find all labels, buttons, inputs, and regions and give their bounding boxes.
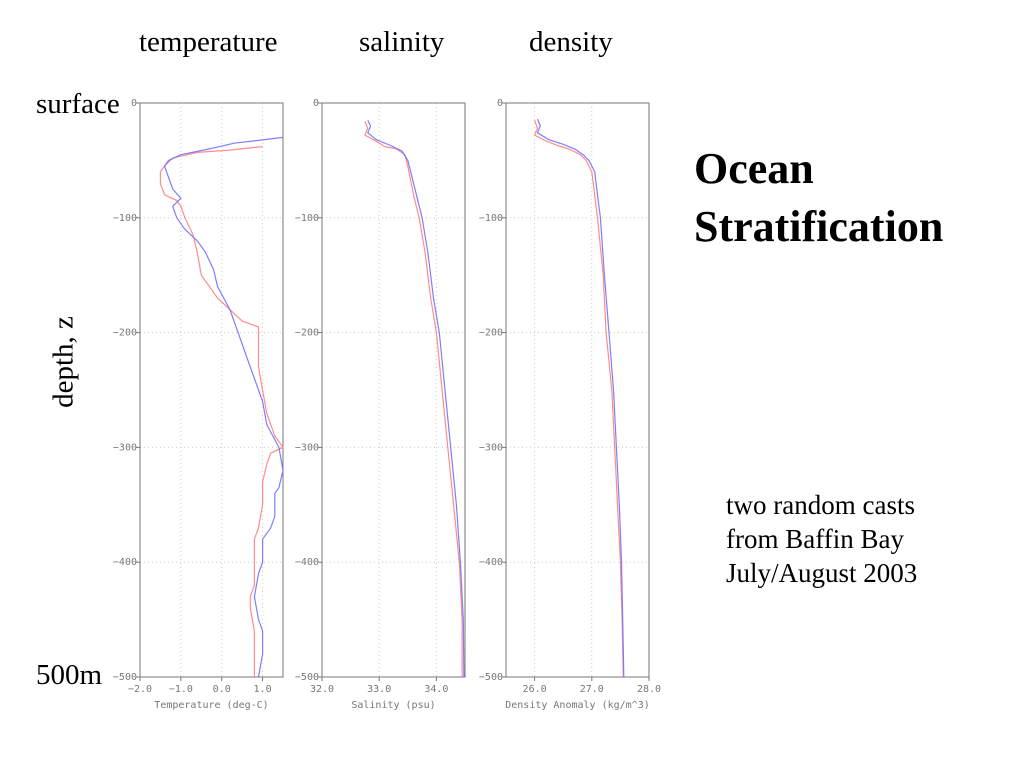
temperature-x-axis-title: Temperature (deg-C): [154, 700, 268, 711]
density-chart: 0 −100 −200 −300 −400 −500 26.0 27.0 28.0 Density…: [479, 98, 661, 711]
salinity-plot-frame: [321, 102, 466, 678]
temperature-y-tick-label: −200: [113, 328, 137, 339]
density-x-axis-title: Density Anomaly (kg/m^3): [505, 700, 650, 711]
temperature-y-tick-label: 0: [131, 98, 137, 109]
temperature-y-tick-label: −300: [113, 442, 137, 453]
surface-label: surface: [36, 88, 120, 120]
density-y-tick-label: 0: [497, 98, 503, 109]
temperature-chart: 0 −100 −200 −300 −400 −500−2.0 −1.0 0.0 1.0 Tempe…: [113, 98, 284, 711]
temperature-x-tick-label: −1.0: [169, 684, 193, 695]
temperature-y-tick-label: −100: [113, 213, 137, 224]
salinity-x-tick-label: 33.0: [367, 684, 391, 695]
density-x-tick-label: 27.0: [580, 684, 604, 695]
salinity-y-tick-label: −500: [295, 672, 319, 683]
temperature-x-tick-label: 1.0: [254, 684, 272, 695]
density-y-tick-label: −100: [479, 213, 503, 224]
salinity-y-tick-label: −200: [295, 328, 319, 339]
salinity-x-axis-title: Salinity (psu): [351, 700, 435, 711]
title-line-1: Ocean: [694, 144, 814, 193]
temperature-heading: temperature: [139, 26, 278, 58]
salinity-x-tick-label: 32.0: [310, 684, 334, 695]
density-y-tick-label: −400: [479, 557, 503, 568]
salinity-y-tick-label: −400: [295, 557, 319, 568]
source-note: two random casts from Baffin Bay July/Au…: [726, 488, 917, 590]
note-line-3: July/August 2003: [726, 558, 918, 588]
density-cast-1-line: [533, 119, 624, 678]
temperature-y-tick-label: −400: [113, 557, 137, 568]
title-line-2: Stratification: [694, 202, 944, 251]
salinity-x-tick-label: 34.0: [424, 684, 448, 695]
temperature-plot-frame: [139, 102, 284, 678]
density-x-tick-label: 26.0: [523, 684, 547, 695]
salinity-y-tick-label: 0: [313, 98, 319, 109]
density-y-tick-label: −300: [479, 442, 503, 453]
density-y-tick-label: −500: [479, 672, 503, 683]
density-x-tick-label: 28.0: [637, 684, 661, 695]
temperature-y-tick-label: −500: [113, 672, 137, 683]
temperature-x-tick-label: 0.0: [213, 684, 231, 695]
density-plot-frame: [505, 102, 650, 678]
salinity-cast-2-line: [367, 119, 465, 678]
note-line-2: from Baffin Bay: [726, 524, 904, 554]
density-cast-2-line: [536, 118, 625, 678]
page-title: Ocean Stratification: [694, 140, 943, 256]
salinity-y-tick-label: −300: [295, 442, 319, 453]
temperature-cast-2-line: [163, 136, 284, 678]
temperature-x-tick-label: −2.0: [128, 684, 152, 695]
density-heading: density: [529, 26, 613, 58]
density-y-tick-label: −200: [479, 328, 503, 339]
salinity-heading: salinity: [359, 26, 445, 58]
salinity-cast-1-line: [364, 121, 463, 677]
salinity-y-tick-label: −100: [295, 213, 319, 224]
note-line-1: two random casts: [726, 490, 915, 520]
bottom-depth-label: 500m: [36, 659, 103, 691]
temperature-cast-1-line: [159, 146, 284, 677]
